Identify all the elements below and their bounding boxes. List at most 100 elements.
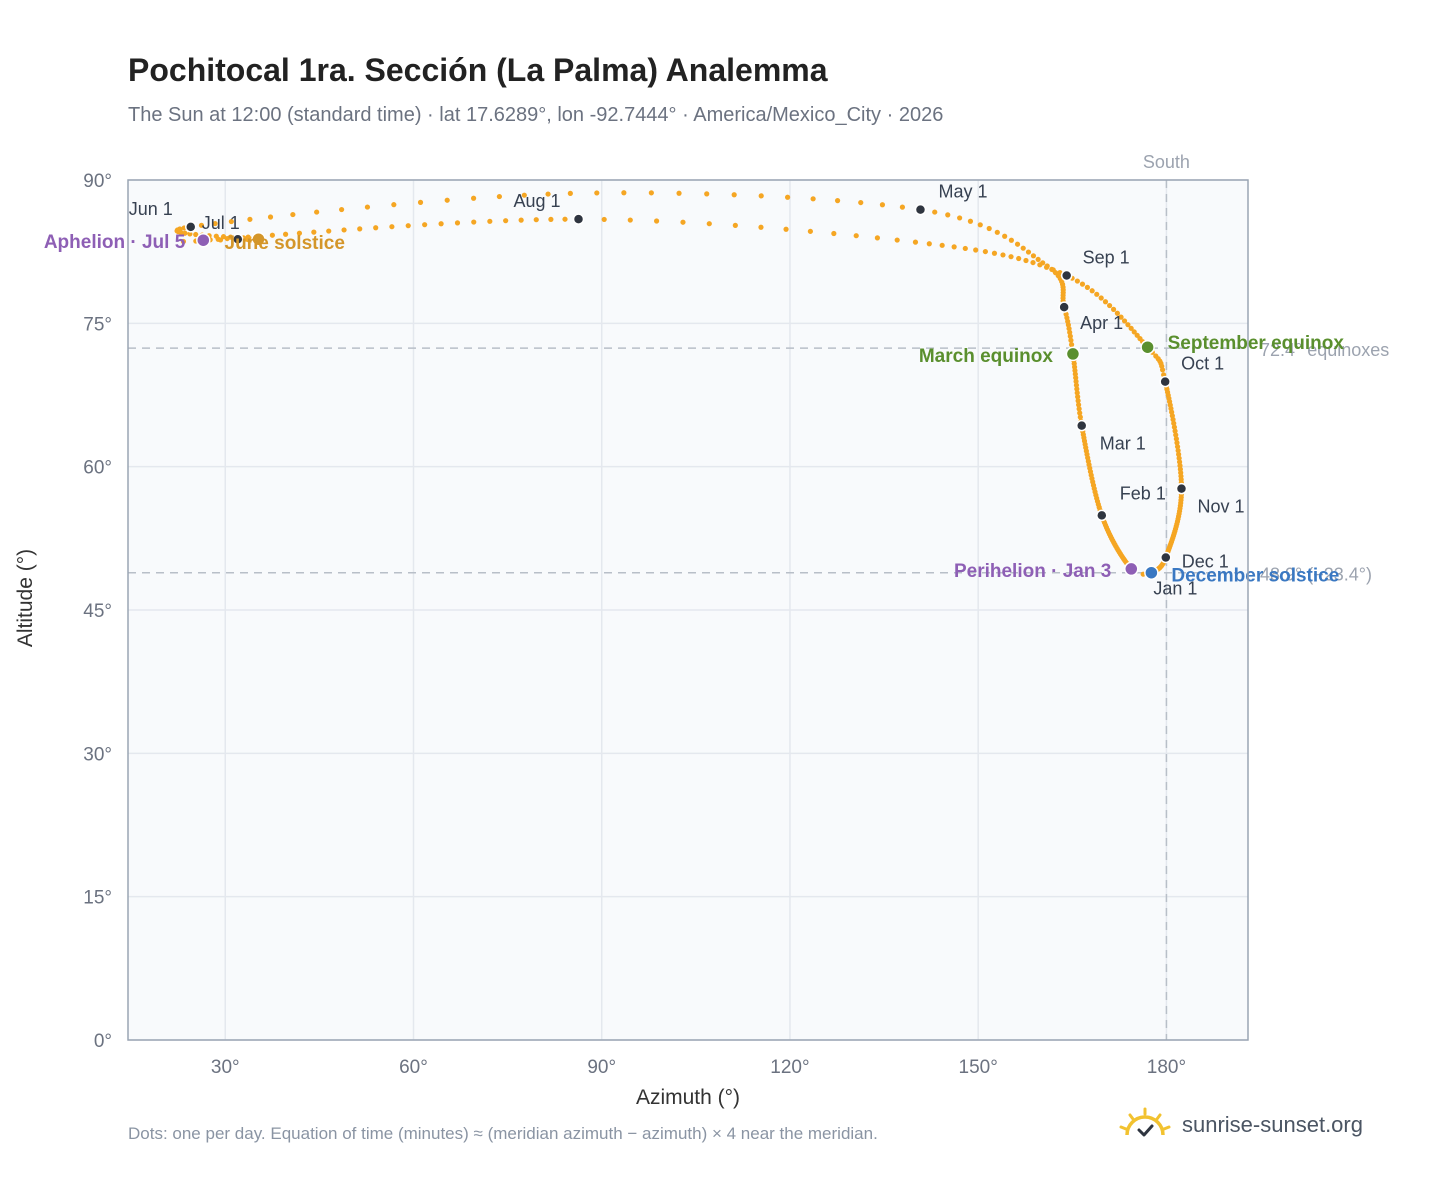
event-label: Aphelion · Jul 5 — [44, 232, 186, 253]
month-label: Mar 1 — [1100, 434, 1146, 454]
x-axis-label: Azimuth (°) — [636, 1086, 740, 1109]
day-dot — [758, 193, 764, 199]
day-dot — [339, 206, 345, 213]
meridian-label: South — [1143, 152, 1190, 172]
y-tick-label: 90° — [83, 171, 112, 192]
day-dot — [269, 232, 275, 238]
month-label: Jan 1 — [1153, 579, 1197, 599]
day-dot — [1016, 255, 1022, 262]
day-dot — [1125, 322, 1131, 328]
day-dot — [1118, 314, 1124, 320]
month-marker — [1160, 551, 1172, 564]
day-dot — [296, 230, 303, 236]
reference-line-label: 72.4° equinoxes — [1260, 340, 1389, 360]
day-dot — [594, 190, 600, 196]
day-dot — [1173, 436, 1179, 442]
day-dot — [282, 231, 289, 237]
day-dot — [1023, 257, 1029, 264]
day-dot — [545, 191, 551, 197]
y-tick-label: 60° — [83, 458, 112, 479]
y-tick-label: 15° — [83, 888, 112, 909]
month-marker — [1058, 301, 1070, 313]
x-tick-label: 90° — [587, 1057, 616, 1078]
day-dot — [373, 225, 379, 231]
reference-line-label: 48.9° (−23.4°) — [1260, 565, 1372, 585]
day-dot — [783, 226, 789, 232]
day-dot — [1106, 302, 1113, 309]
event-marker — [1140, 339, 1155, 355]
brand-name[interactable]: sunrise-sunset.org — [1182, 1112, 1363, 1137]
day-dot — [967, 218, 974, 224]
day-dot — [496, 193, 502, 200]
day-dot — [858, 199, 864, 206]
month-marker — [1096, 509, 1108, 522]
day-dot — [834, 198, 841, 204]
day-dot — [1030, 253, 1037, 259]
day-dot — [215, 236, 221, 242]
month-label: Apr 1 — [1080, 313, 1123, 333]
day-dot — [1035, 256, 1041, 263]
month-label: Sep 1 — [1083, 248, 1130, 268]
month-label: Nov 1 — [1197, 497, 1244, 517]
month-label: May 1 — [938, 182, 987, 202]
day-dot — [326, 228, 332, 234]
y-tick-label: 30° — [83, 744, 112, 765]
day-dot — [1173, 432, 1179, 438]
day-dot — [879, 202, 886, 208]
month-label: Jul 1 — [202, 213, 240, 233]
day-dot — [1110, 306, 1117, 312]
day-dot — [991, 250, 998, 256]
y-tick-label: 0° — [94, 1031, 112, 1052]
day-dot — [471, 219, 477, 225]
event-marker — [1065, 346, 1081, 362]
day-dot — [982, 248, 988, 255]
day-dot — [986, 225, 992, 232]
day-dot — [187, 231, 193, 237]
event-label: Perihelion · Jan 3 — [954, 561, 1111, 582]
day-dot — [810, 196, 816, 202]
day-dot — [1008, 254, 1014, 260]
day-dot — [758, 224, 764, 230]
month-label: Jun 1 — [129, 199, 173, 219]
day-dot — [341, 227, 347, 233]
day-dot — [1000, 252, 1006, 258]
day-dot — [1089, 288, 1095, 294]
day-dot — [1121, 318, 1128, 324]
day-dot — [939, 242, 945, 248]
day-dot — [680, 219, 686, 225]
day-dot — [807, 228, 813, 234]
day-dot — [562, 216, 568, 222]
day-dot — [311, 229, 317, 235]
day-dot — [417, 199, 424, 205]
day-dot — [1037, 262, 1043, 268]
day-dot — [957, 215, 963, 221]
chart-subtitle: The Sun at 12:00 (standard time) · lat 1… — [128, 104, 944, 126]
day-dot — [945, 212, 951, 218]
y-axis-label: Altitude (°) — [14, 549, 37, 647]
month-marker — [184, 221, 197, 233]
event-marker — [251, 231, 266, 247]
event-marker — [196, 232, 211, 248]
day-dot — [357, 226, 363, 232]
day-dot — [245, 234, 251, 240]
month-marker — [572, 213, 585, 225]
x-tick-label: 180° — [1147, 1057, 1186, 1078]
month-marker — [1075, 419, 1088, 432]
day-dot — [784, 194, 791, 200]
sun-logo-icon — [1119, 1107, 1171, 1137]
day-dot — [1102, 299, 1109, 305]
month-markers: Jan 1 Feb 1 Mar 1 Apr 1 May 1 Jun 1 Jul 1 Aug 1… — [129, 182, 1245, 599]
day-dot — [267, 214, 274, 220]
month-label: Oct 1 — [1181, 354, 1224, 374]
day-dot — [731, 192, 737, 198]
day-dot — [1175, 447, 1181, 454]
day-dot — [853, 233, 859, 239]
day-dot — [732, 222, 738, 228]
day-dot — [1174, 444, 1181, 450]
month-marker — [1175, 482, 1188, 495]
day-dot — [912, 239, 919, 245]
axis-ticks: 30° 60° 90° 120° 150° 180° 0° 15° 30° 45° 60° 75° 90… — [83, 171, 1186, 1078]
brand[interactable]: sunrise-sunset.org — [1118, 1100, 1363, 1150]
day-dot — [487, 218, 493, 224]
